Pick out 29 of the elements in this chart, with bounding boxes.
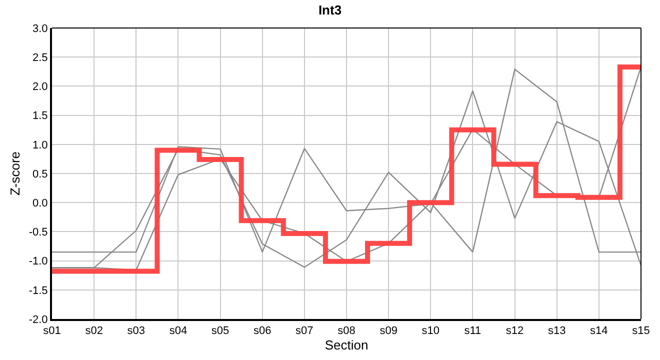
x-tick-label: s04 — [169, 325, 188, 338]
x-tick-label: s06 — [253, 325, 272, 338]
y-tick-label: 0.5 — [32, 168, 48, 180]
y-tick-label: 0.0 — [32, 197, 48, 210]
x-tick-label: s15 — [632, 325, 650, 338]
y-tick-label: 1.0 — [32, 139, 48, 152]
x-tick-label: s14 — [590, 325, 608, 338]
y-tick-label: 2.0 — [32, 81, 48, 94]
y-axis-title: Z-score — [7, 151, 22, 196]
chart-title: Int3 — [318, 2, 342, 18]
x-tick-label: s10 — [422, 325, 440, 338]
y-tick-label: -1.5 — [28, 284, 48, 297]
x-tick-label: s01 — [43, 325, 61, 338]
y-tick-label: -0.5 — [28, 226, 48, 239]
y-tick-label: -1.0 — [28, 256, 48, 268]
y-tick-label: 3.0 — [32, 22, 48, 35]
x-tick-label: s02 — [85, 325, 103, 338]
y-tick-label: -2.0 — [28, 314, 48, 326]
x-tick-label: s08 — [338, 325, 356, 338]
x-tick-label: s11 — [464, 325, 482, 338]
x-tick-label: s05 — [211, 325, 230, 338]
x-axis-title: Section — [324, 337, 368, 352]
x-tick-label: s09 — [380, 325, 398, 338]
y-tick-label: 2.5 — [32, 52, 48, 64]
y-tick-label: 1.5 — [32, 110, 48, 122]
x-tick-label: s12 — [506, 325, 524, 338]
x-tick-label: s13 — [548, 325, 566, 338]
x-tick-label: s07 — [296, 325, 314, 338]
x-tick-label: s03 — [127, 325, 146, 338]
